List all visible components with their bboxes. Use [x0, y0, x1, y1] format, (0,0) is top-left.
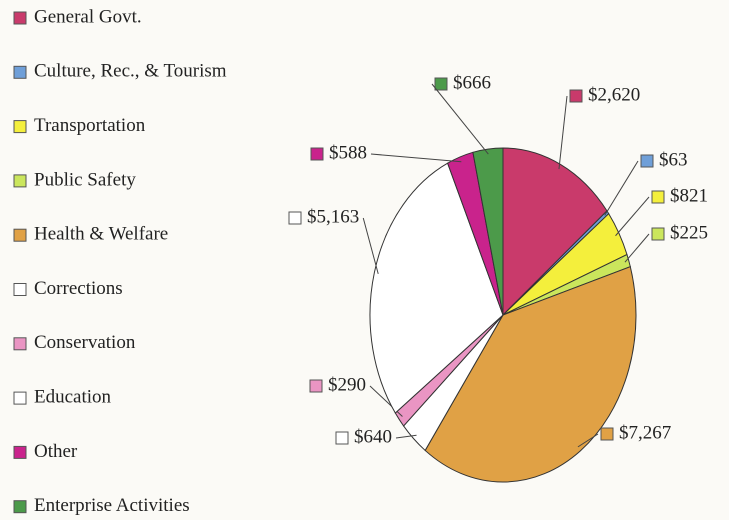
data-label: $666 — [453, 72, 491, 93]
legend-swatch — [13, 337, 27, 351]
data-label: $5,163 — [307, 206, 359, 227]
label-swatch — [288, 211, 302, 225]
legend-label: Health & Welfare — [34, 224, 168, 245]
label-swatch — [434, 77, 448, 91]
legend-swatch — [13, 65, 27, 79]
leader-line — [615, 196, 650, 237]
legend-label: Culture, Rec., & Tourism — [34, 61, 227, 82]
legend-label: General Govt. — [34, 6, 142, 27]
legend-label: Transportation — [34, 115, 146, 136]
leader-line — [558, 95, 568, 170]
pie-wedge — [502, 147, 608, 317]
label-swatch — [309, 379, 323, 393]
data-label: $588 — [329, 142, 367, 163]
data-label: $225 — [670, 222, 708, 243]
legend-label: Public Safety — [34, 169, 136, 190]
data-label: $2,620 — [588, 84, 640, 105]
data-label: $63 — [659, 149, 688, 170]
leader-line — [577, 433, 599, 448]
data-label: $290 — [328, 374, 366, 395]
data-label: $640 — [354, 426, 392, 447]
label-swatch — [640, 154, 654, 168]
legend-label: Education — [34, 386, 112, 407]
legend-label: Other — [34, 441, 78, 462]
label-swatch — [651, 190, 665, 204]
label-swatch — [651, 227, 665, 241]
leader-line — [604, 160, 639, 216]
legend-swatch — [13, 11, 27, 25]
leader-line — [362, 217, 379, 274]
leader-line — [431, 83, 489, 155]
pie-wedge — [369, 162, 504, 414]
legend-swatch — [13, 228, 27, 242]
label-swatch — [600, 427, 614, 441]
label-swatch — [335, 431, 349, 445]
leader-line — [370, 153, 462, 163]
pie-wedge — [424, 266, 637, 483]
legend-swatch — [13, 445, 27, 459]
data-label: $821 — [670, 185, 708, 206]
legend-label: Conservation — [34, 332, 136, 353]
leader-line — [395, 434, 417, 439]
data-label: $7,267 — [619, 422, 671, 443]
legend-swatch — [13, 500, 27, 514]
legend-swatch — [13, 283, 27, 296]
label-swatch — [569, 89, 583, 103]
legend-label: Enterprise Activities — [34, 495, 190, 516]
legend-swatch — [13, 391, 27, 405]
legend-label: Corrections — [34, 278, 123, 299]
legend-swatch — [13, 174, 27, 188]
legend-swatch — [13, 120, 27, 134]
leader-line — [624, 233, 650, 263]
pie-wedge — [472, 147, 504, 316]
label-swatch — [310, 147, 324, 161]
